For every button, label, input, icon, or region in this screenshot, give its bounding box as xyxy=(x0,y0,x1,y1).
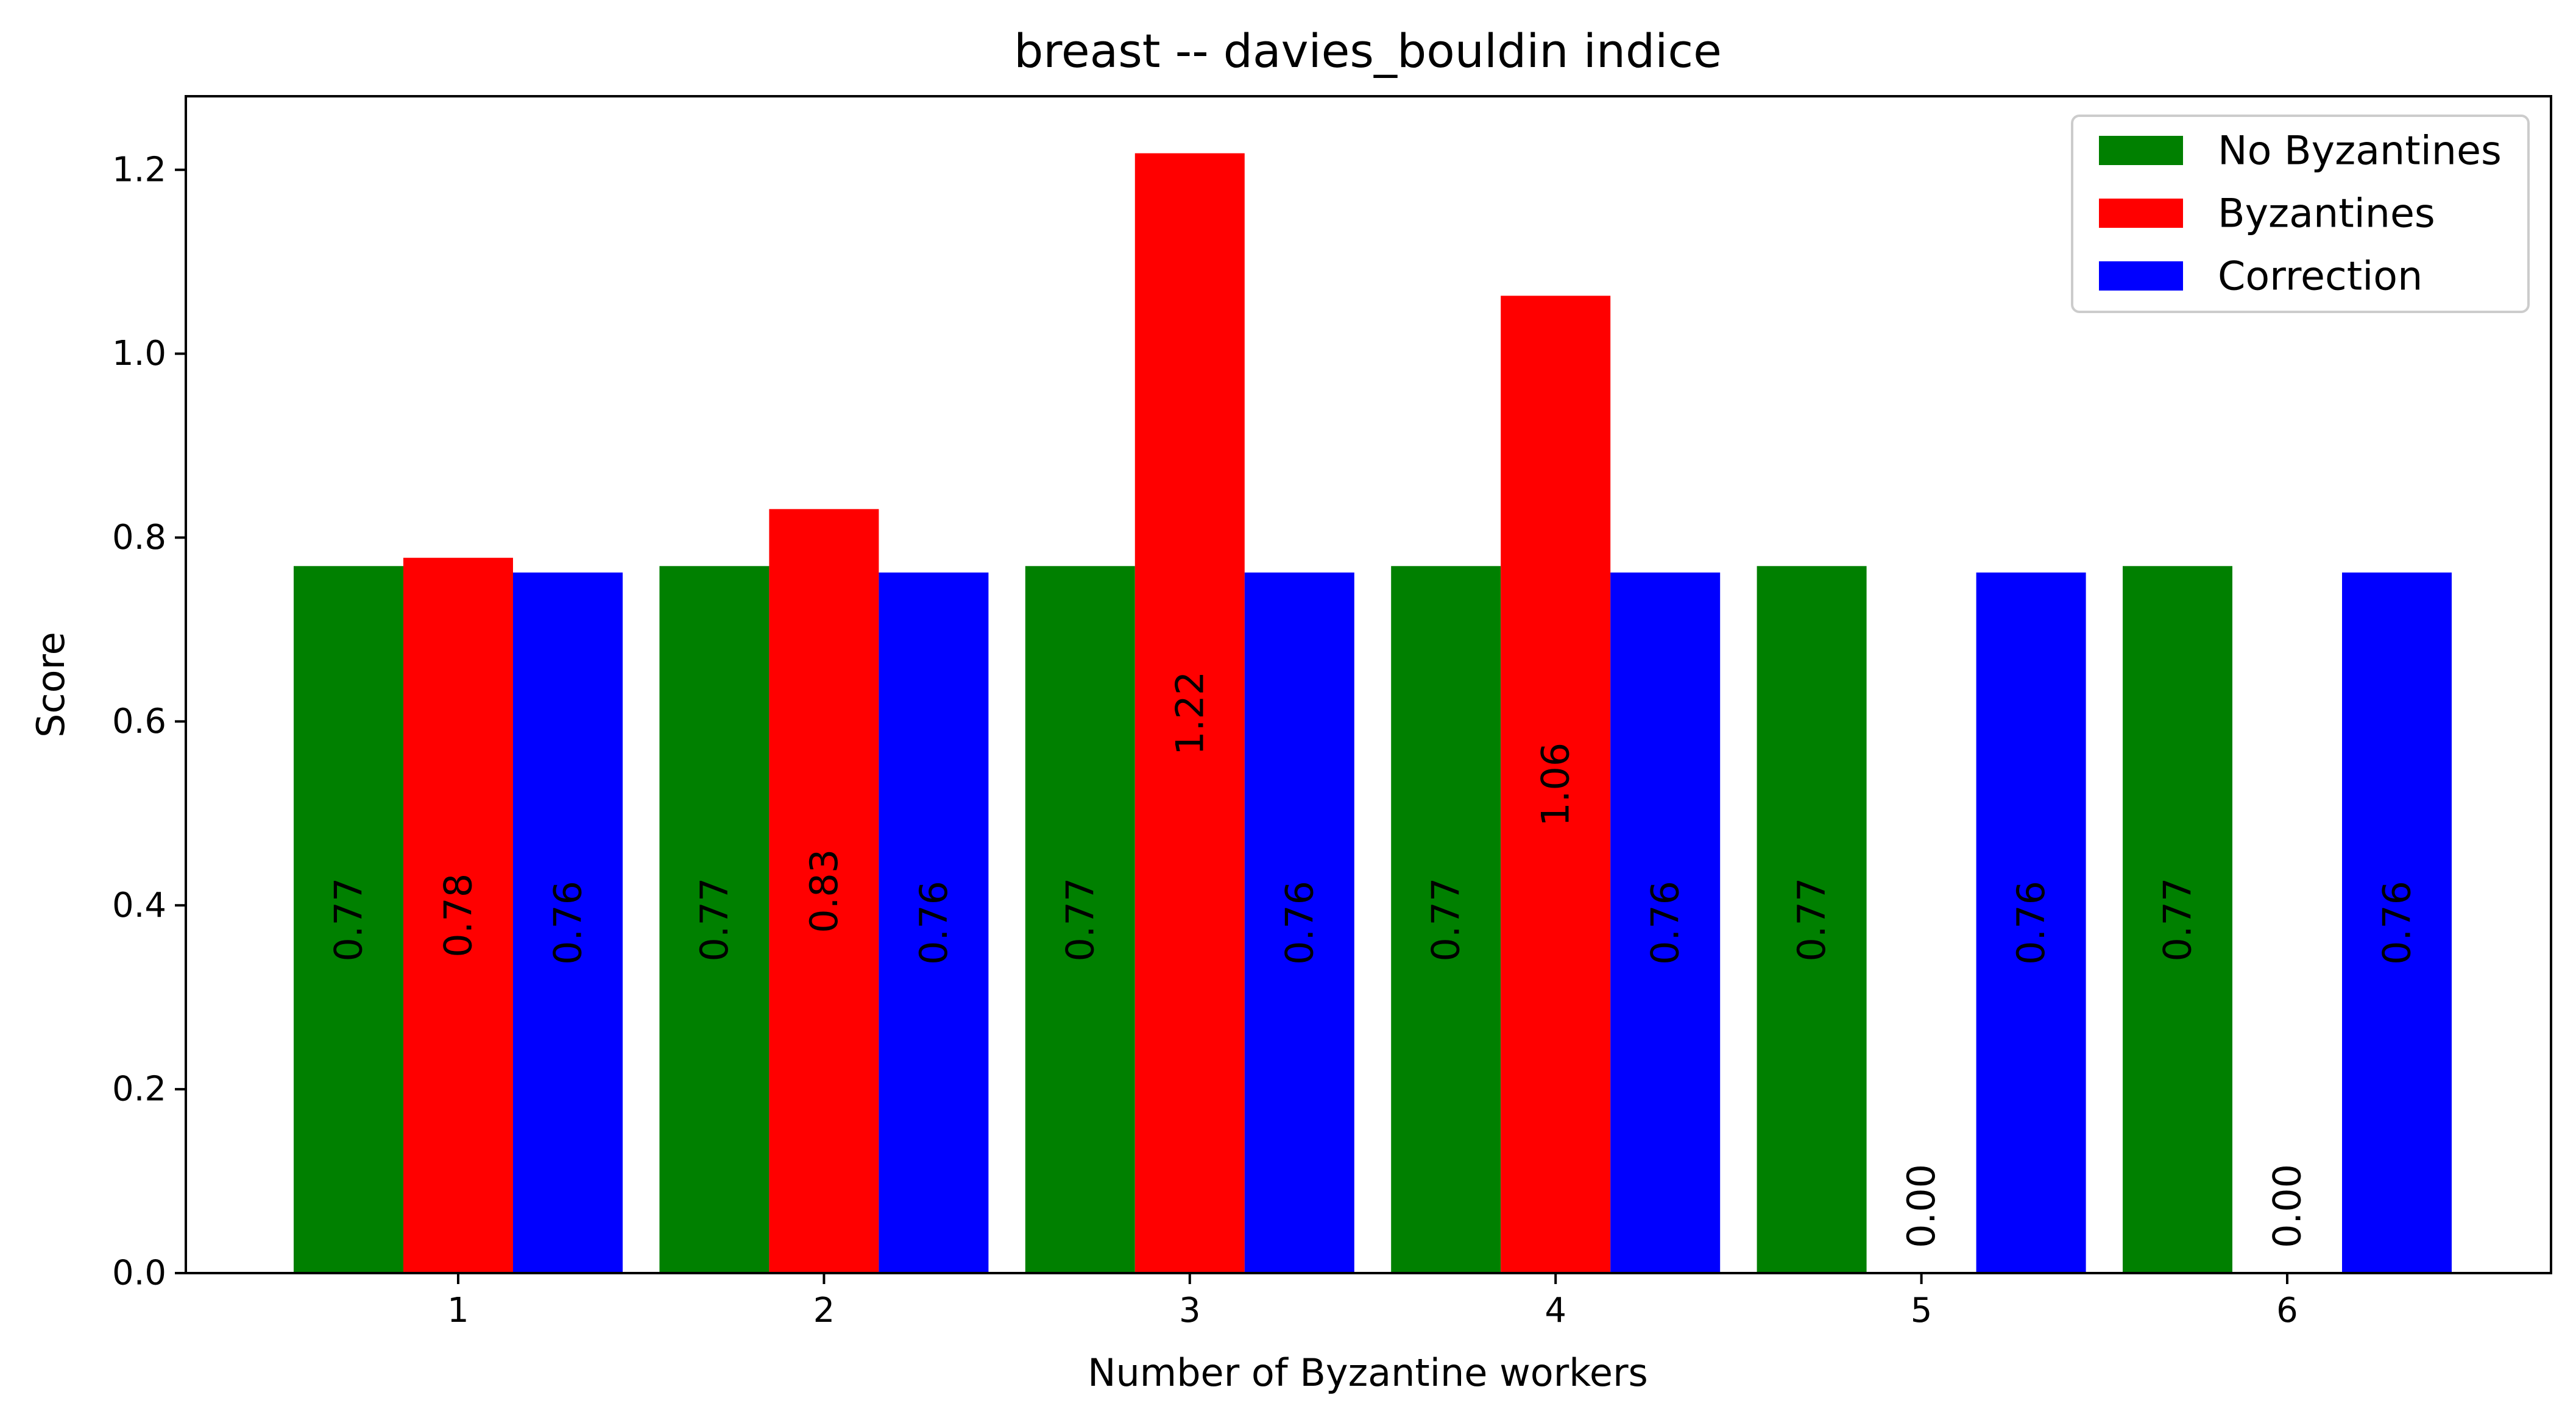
bar-value-label: 0.77 xyxy=(692,878,737,962)
legend: No Byzantines Byzantines Correction xyxy=(2071,115,2530,313)
bar-value-label: 0.76 xyxy=(2009,881,2053,965)
x-axis-label: Number of Byzantine workers xyxy=(1088,1350,1648,1395)
bar-byzantines-2 xyxy=(769,509,879,1273)
bar-byzantines-4 xyxy=(1501,295,1611,1273)
bar-value-label: 0.76 xyxy=(2375,881,2419,965)
x-tick-label: 2 xyxy=(813,1291,835,1330)
legend-swatch xyxy=(2099,199,2183,228)
x-tick-label: 5 xyxy=(1911,1291,1933,1330)
bar-byzantines-3 xyxy=(1134,153,1245,1273)
bar-value-label: 1.22 xyxy=(1167,671,1212,755)
y-tick-label: 1.0 xyxy=(112,334,166,373)
bar-value-label: 0.77 xyxy=(327,878,371,962)
y-tick-label: 0.0 xyxy=(112,1254,166,1293)
y-tick-label: 0.4 xyxy=(112,886,166,925)
legend-box xyxy=(2071,115,2530,313)
bar-value-label: 0.00 xyxy=(1899,1164,1944,1248)
bar-correction-6 xyxy=(2342,572,2452,1274)
y-axis: 0.0 0.2 0.4 0.6 0.8 1.0 1.2 xyxy=(112,150,186,1293)
bar-value-label: 0.77 xyxy=(1058,878,1102,962)
x-axis: 1 2 3 4 5 6 xyxy=(447,1273,2298,1330)
bar-value-label: 0.77 xyxy=(2156,878,2200,962)
x-tick-label: 6 xyxy=(2276,1291,2298,1330)
y-tick-label: 0.2 xyxy=(112,1070,166,1109)
legend-swatch xyxy=(2099,261,2183,291)
y-tick-label: 0.8 xyxy=(112,518,166,557)
legend-label: Byzantines xyxy=(2218,191,2435,237)
bar-value-label: 0.83 xyxy=(802,849,846,933)
bar-correction-2 xyxy=(879,572,989,1274)
y-tick-label: 1.2 xyxy=(112,150,166,189)
bar-no-byzantines-5 xyxy=(1757,566,1867,1273)
bar-value-label: 0.77 xyxy=(1789,878,1834,962)
bar-no-byzantines-2 xyxy=(659,566,770,1273)
bar-no-byzantines-4 xyxy=(1391,566,1501,1273)
bar-correction-1 xyxy=(513,572,623,1274)
y-axis-label: Score xyxy=(29,632,73,738)
bar-byzantines-1 xyxy=(403,557,513,1273)
bar-correction-5 xyxy=(1976,572,2086,1274)
bar-correction-4 xyxy=(1610,572,1721,1274)
y-tick-label: 0.6 xyxy=(112,702,166,741)
bar-no-byzantines-1 xyxy=(294,566,403,1273)
x-tick-label: 4 xyxy=(1545,1291,1566,1330)
bar-value-label: 0.76 xyxy=(1277,881,1322,965)
plot-area: 0.77 0.77 0.77 0.77 0.77 0.77 0.78 0.83 1.22 1.06… xyxy=(294,153,2452,1274)
bar-value-label: 0.77 xyxy=(1424,878,1468,962)
chart-title: breast -- davies_bouldin indice xyxy=(1014,24,1722,78)
bar-correction-3 xyxy=(1244,572,1354,1274)
bar-value-label: 0.76 xyxy=(1643,881,1688,965)
x-tick-label: 3 xyxy=(1179,1291,1201,1330)
legend-label: No Byzantines xyxy=(2218,129,2502,174)
x-tick-label: 1 xyxy=(447,1291,469,1330)
bar-value-label: 1.06 xyxy=(1534,743,1578,827)
legend-swatch xyxy=(2099,136,2183,165)
bar-no-byzantines-6 xyxy=(2123,566,2232,1273)
legend-label: Correction xyxy=(2218,254,2422,300)
bar-value-label: 0.76 xyxy=(911,881,956,965)
bar-value-label: 0.76 xyxy=(546,881,590,965)
bar-value-label: 0.78 xyxy=(436,874,481,958)
bar-value-label: 0.00 xyxy=(2265,1164,2310,1248)
bar-no-byzantines-3 xyxy=(1025,566,1135,1273)
plot-frame xyxy=(185,95,2552,1274)
